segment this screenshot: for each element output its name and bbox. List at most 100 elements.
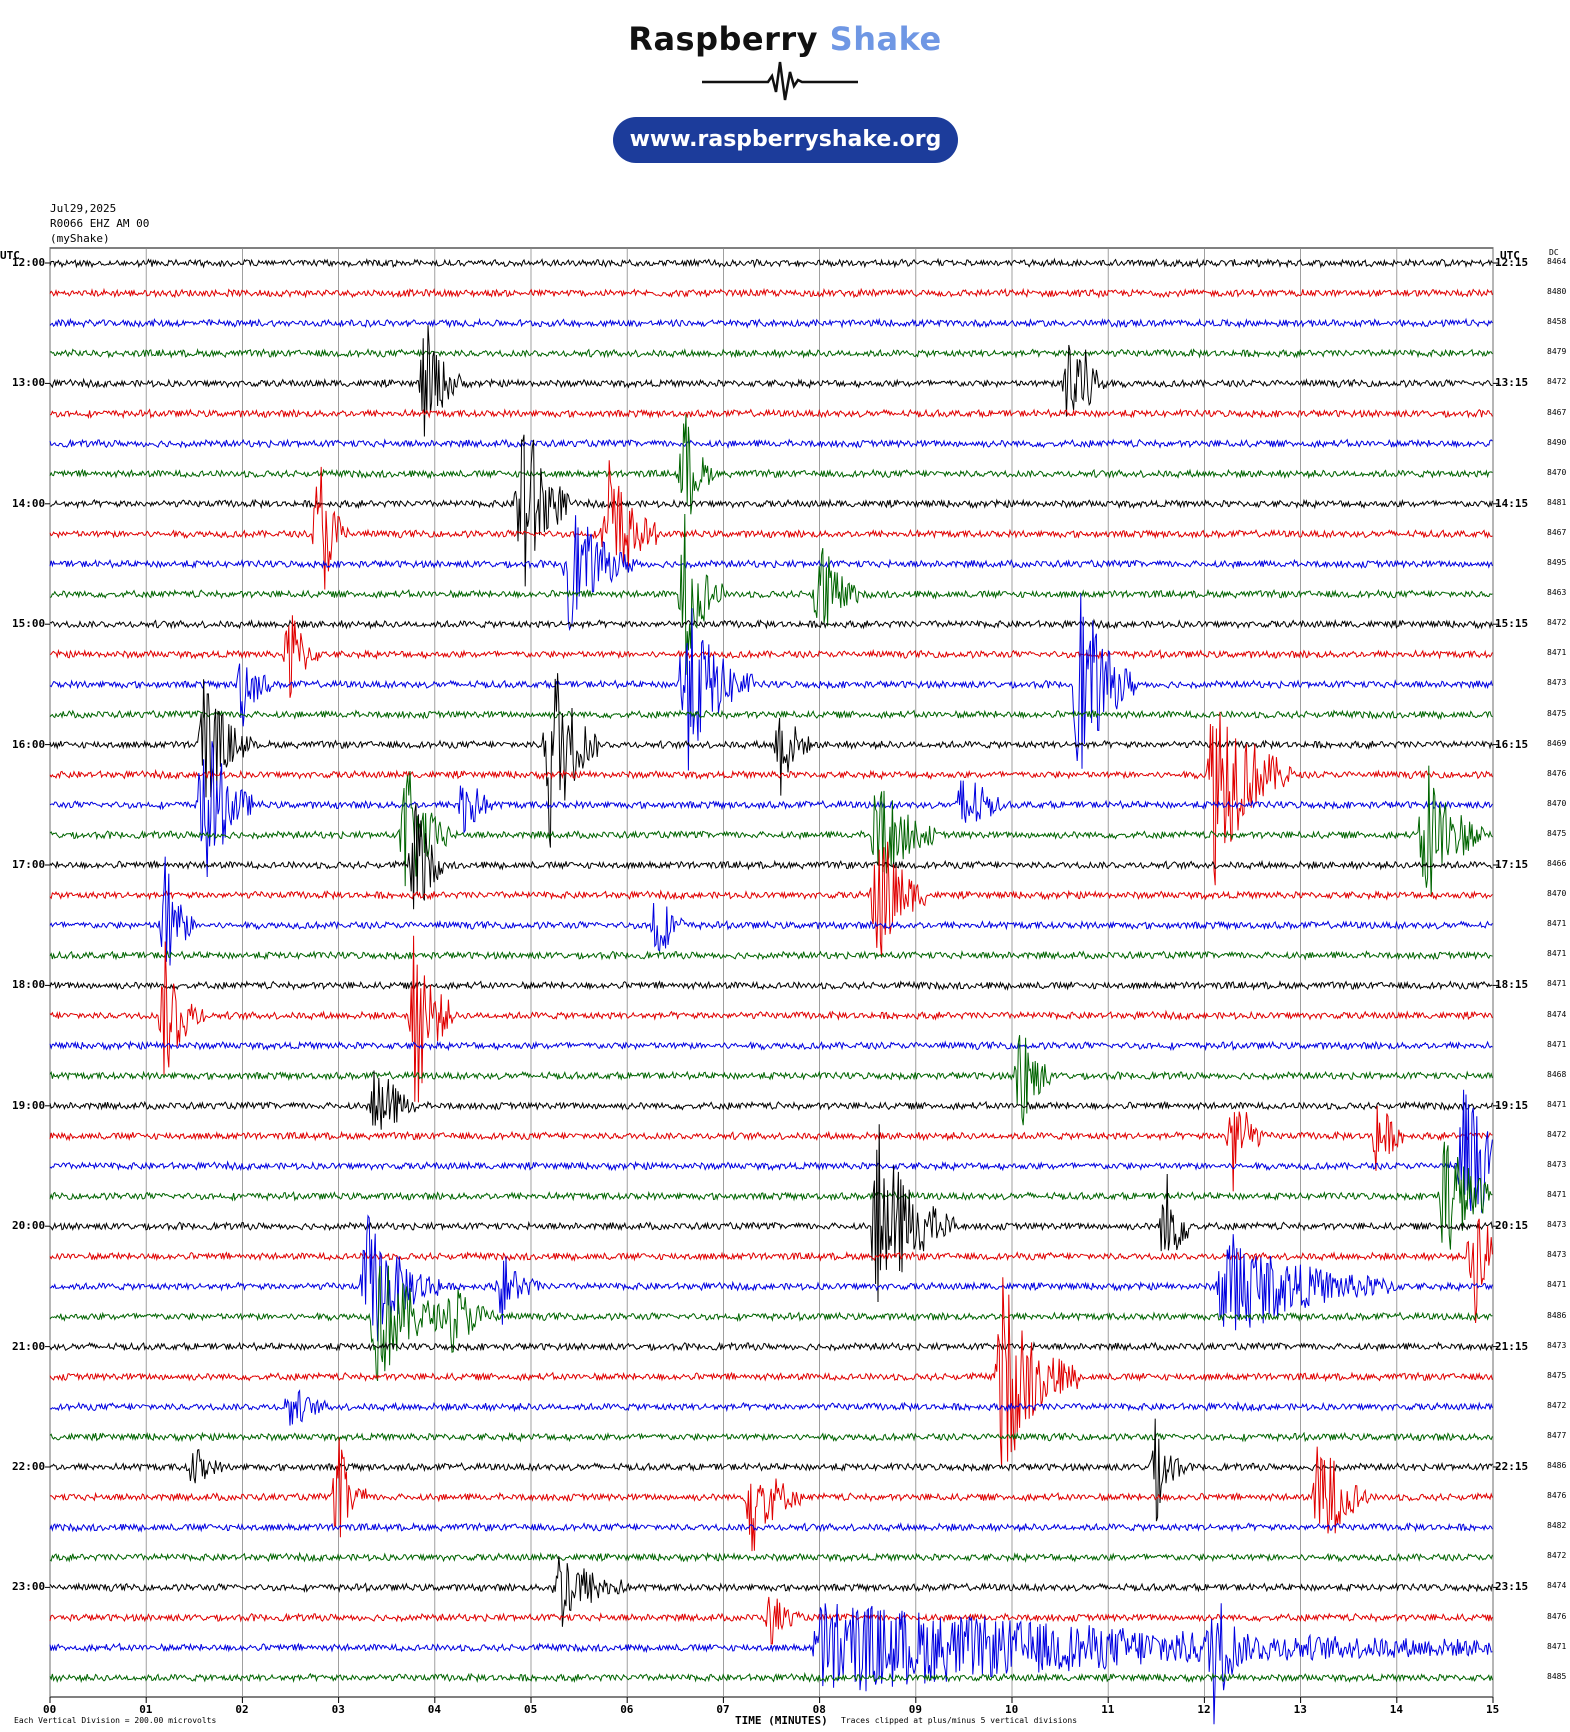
dc-value-31: 8471 <box>1547 1190 1567 1200</box>
trace-line-0 <box>49 257 1493 269</box>
hour-label-right-8: 20:15 <box>1495 1219 1529 1233</box>
trace-line-39 <box>49 1431 1493 1443</box>
x-tick-label-06: 06 <box>620 1703 634 1716</box>
trace-line-11 <box>49 513 1493 675</box>
trace-line-36 <box>49 1341 1493 1352</box>
x-tick-label-14: 14 <box>1389 1703 1404 1716</box>
hour-label-right-2: 14:15 <box>1495 496 1529 510</box>
trace-line-14 <box>49 593 1493 771</box>
dc-value-2: 8458 <box>1547 317 1567 327</box>
dc-value-42: 8482 <box>1547 1521 1567 1531</box>
x-tick-label-03: 03 <box>331 1703 345 1716</box>
hour-label-right-0: 12:15 <box>1495 256 1529 269</box>
brand-accent: Shake <box>829 20 942 58</box>
dc-value-16: 8469 <box>1547 738 1567 748</box>
dc-value-12: 8472 <box>1547 618 1567 628</box>
dc-value-7: 8470 <box>1547 467 1567 477</box>
trace-line-37 <box>49 1277 1493 1468</box>
dc-value-25: 8474 <box>1547 1009 1567 1019</box>
trace-line-47 <box>49 1671 1493 1684</box>
trace-line-4 <box>49 325 1493 437</box>
dc-value-10: 8495 <box>1547 558 1567 567</box>
dc-value-43: 8472 <box>1547 1551 1567 1561</box>
dc-value-9: 8467 <box>1547 527 1567 537</box>
x-tick-label-01: 01 <box>139 1703 153 1716</box>
dc-value-33: 8473 <box>1547 1250 1567 1260</box>
trace-line-40 <box>49 1418 1493 1522</box>
trace-line-46 <box>49 1603 1493 1725</box>
hour-label-right-3: 15:15 <box>1495 617 1529 631</box>
right-axis-title: UTC <box>1500 249 1520 262</box>
x-tick-label-00: 00 <box>43 1703 57 1716</box>
trace-line-29 <box>49 1105 1493 1192</box>
trace-line-35 <box>49 1265 1493 1382</box>
trace-line-27 <box>49 1035 1493 1126</box>
hour-label-right-7: 19:15 <box>1495 1098 1529 1112</box>
clip-note: Traces clipped at plus/minus 5 vertical … <box>841 1716 1078 1725</box>
x-tick-label-15: 15 <box>1486 1703 1500 1716</box>
website-link[interactable]: www.raspberryshake.org <box>613 117 958 163</box>
trace-line-42 <box>49 1521 1493 1533</box>
trace-line-2 <box>49 317 1493 329</box>
trace-line-6 <box>49 438 1493 449</box>
dc-value-32: 8473 <box>1547 1220 1567 1230</box>
hour-label-right-11: 23:15 <box>1495 1580 1529 1594</box>
trace-line-38 <box>49 1389 1493 1426</box>
dc-value-36: 8473 <box>1547 1340 1567 1350</box>
trace-line-45 <box>49 1596 1493 1645</box>
trace-line-24 <box>49 980 1493 992</box>
dc-value-15: 8475 <box>1547 708 1567 718</box>
dc-value-6: 8490 <box>1547 437 1567 447</box>
trace-line-28 <box>49 1070 1493 1130</box>
left-axis-title: UTC <box>0 249 20 262</box>
hour-label-right-5: 17:15 <box>1495 858 1529 871</box>
x-tick-label-13: 13 <box>1293 1703 1307 1716</box>
trace-line-13 <box>49 615 1493 698</box>
dc-value-46: 8471 <box>1547 1641 1567 1651</box>
dc-value-37: 8475 <box>1547 1370 1567 1380</box>
hour-label-left-7: 19:00 <box>12 1098 46 1112</box>
trace-line-5 <box>49 408 1493 420</box>
dc-value-17: 8476 <box>1547 768 1567 778</box>
dc-value-5: 8467 <box>1547 407 1567 417</box>
hour-label-right-6: 18:15 <box>1495 978 1529 992</box>
trace-line-10 <box>49 515 1493 632</box>
network-label: (myShake) <box>50 232 110 245</box>
trace-line-21 <box>49 841 1493 958</box>
dc-value-38: 8472 <box>1547 1400 1567 1410</box>
hour-label-left-1: 13:00 <box>12 376 46 390</box>
dc-value-34: 8471 <box>1547 1280 1567 1290</box>
x-tick-label-07: 07 <box>716 1703 730 1716</box>
trace-line-34 <box>49 1214 1493 1342</box>
dc-value-39: 8477 <box>1547 1430 1567 1440</box>
dc-value-45: 8476 <box>1547 1611 1567 1621</box>
trace-line-25 <box>49 935 1493 1103</box>
trace-line-12 <box>49 618 1493 630</box>
dc-value-41: 8476 <box>1547 1491 1567 1501</box>
scale-note: Each Vertical Division = 200.00 microvol… <box>14 1716 217 1725</box>
dc-value-20: 8466 <box>1547 859 1567 868</box>
dc-value-44: 8474 <box>1547 1581 1567 1591</box>
station-label: R0066 EHZ AM 00 <box>50 217 150 230</box>
hour-label-left-5: 17:00 <box>12 858 46 871</box>
hour-label-right-1: 13:15 <box>1495 376 1529 390</box>
dc-header: DC <box>1549 248 1559 257</box>
trace-line-15 <box>49 709 1493 721</box>
hour-label-left-2: 14:00 <box>12 496 46 510</box>
x-tick-label-05: 05 <box>524 1703 538 1716</box>
trace-line-26 <box>49 1040 1493 1052</box>
trace-line-33 <box>49 1218 1493 1324</box>
hour-label-left-11: 23:00 <box>12 1580 46 1594</box>
hour-label-right-10: 22:15 <box>1495 1460 1529 1473</box>
dc-value-35: 8486 <box>1547 1310 1567 1320</box>
x-axis-title: TIME (MINUTES) <box>735 1714 828 1727</box>
date-label: Jul29,2025 <box>50 202 117 215</box>
hour-label-right-9: 21:15 <box>1495 1339 1529 1353</box>
trace-line-3 <box>49 348 1493 359</box>
x-tick-label-10: 10 <box>1005 1703 1019 1716</box>
x-tick-label-08: 08 <box>812 1703 826 1716</box>
trace-line-1 <box>49 287 1493 299</box>
dc-value-23: 8471 <box>1547 949 1567 959</box>
trace-line-16 <box>49 673 1493 848</box>
trace-line-31 <box>49 1141 1493 1250</box>
